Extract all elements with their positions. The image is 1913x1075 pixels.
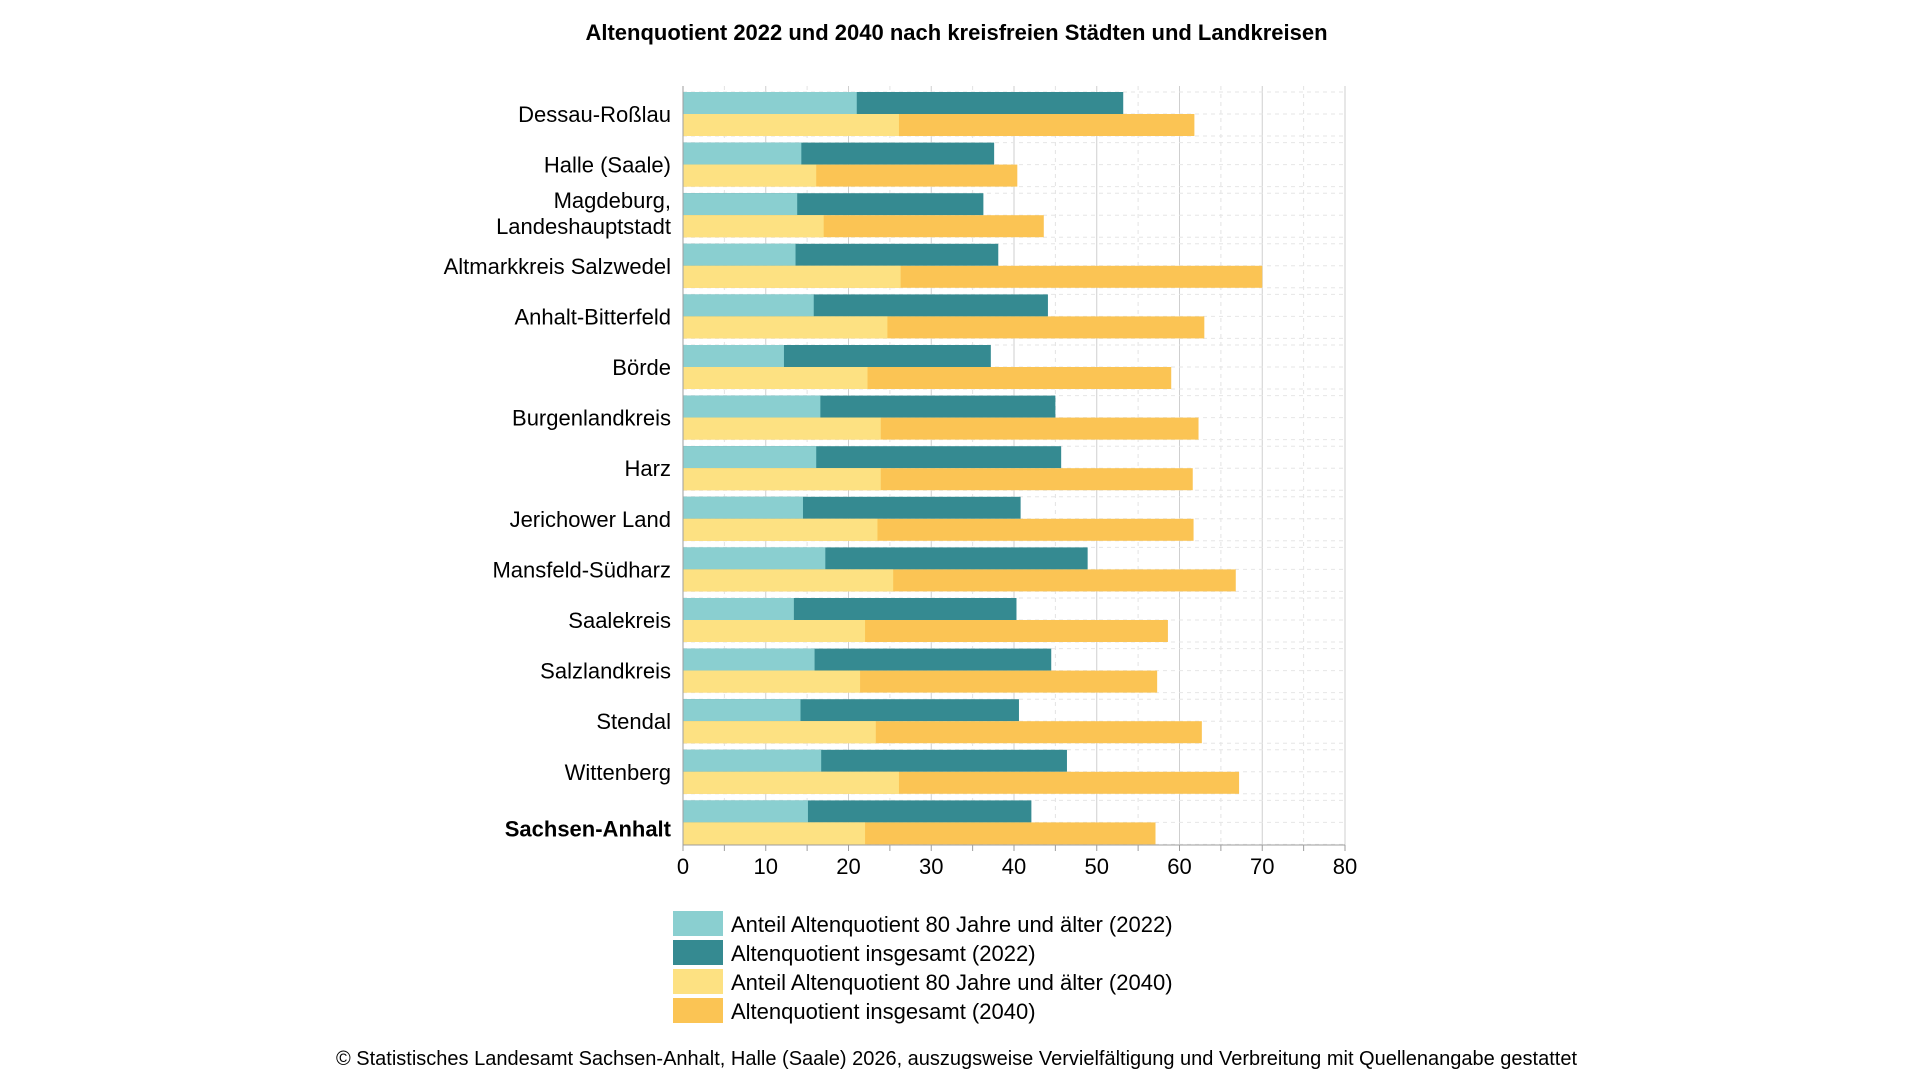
bar-80plus-2022 <box>683 345 784 367</box>
bar-80plus-2040 <box>683 114 899 136</box>
category-label: Magdeburg, <box>554 188 671 213</box>
x-tick-label: 80 <box>1333 854 1357 879</box>
x-tick-label: 30 <box>919 854 943 879</box>
legend-label: Altenquotient insgesamt (2022) <box>731 941 1036 966</box>
legend-label: Altenquotient insgesamt (2040) <box>731 999 1036 1024</box>
x-tick-label: 0 <box>677 854 689 879</box>
category-label: Börde <box>612 355 671 380</box>
bar-80plus-2040 <box>683 518 878 541</box>
x-tick-label: 20 <box>836 854 860 879</box>
bar-80plus-2022 <box>683 446 817 469</box>
legend-swatch <box>673 911 723 936</box>
bar-80plus-2022 <box>683 193 798 216</box>
x-tick-label: 10 <box>754 854 778 879</box>
category-label: Dessau-Roßlau <box>518 102 671 127</box>
bar-80plus-2040 <box>683 215 824 238</box>
category-label: Anhalt-Bitterfeld <box>514 304 671 329</box>
bar-80plus-2022 <box>683 800 808 823</box>
bar-80plus-2022 <box>683 142 802 165</box>
category-label: Saalekreis <box>568 608 671 633</box>
bar-80plus-2022 <box>683 699 801 722</box>
category-label: Landeshauptstadt <box>496 214 671 239</box>
bar-80plus-2022 <box>683 294 814 317</box>
bar-80plus-2040 <box>683 316 888 339</box>
bar-80plus-2040 <box>683 417 881 440</box>
bar-80plus-2040 <box>683 468 881 491</box>
category-label: Mansfeld-Südharz <box>492 557 671 582</box>
bar-80plus-2022 <box>683 496 803 519</box>
x-tick-label: 60 <box>1167 854 1191 879</box>
legend-label: Anteil Altenquotient 80 Jahre und älter … <box>731 970 1173 995</box>
legend-swatch <box>673 969 723 994</box>
legend-label: Anteil Altenquotient 80 Jahre und älter … <box>731 912 1173 937</box>
copyright-footer: © Statistisches Landesamt Sachsen-Anhalt… <box>335 1048 1578 1070</box>
bar-80plus-2022 <box>683 395 821 418</box>
legend-swatch <box>673 940 723 965</box>
bar-80plus-2040 <box>683 164 817 187</box>
x-tick-label: 50 <box>1085 854 1109 879</box>
bar-80plus-2040 <box>683 822 866 845</box>
bar-80plus-2022 <box>683 243 796 266</box>
category-label: Wittenberg <box>565 760 671 785</box>
category-label: Altmarkkreis Salzwedel <box>444 254 671 279</box>
legend-swatch <box>673 998 723 1023</box>
bar-80plus-2022 <box>683 749 822 772</box>
bar-80plus-2040 <box>683 367 868 389</box>
bar-80plus-2040 <box>683 620 866 642</box>
bar-80plus-2040 <box>683 771 899 794</box>
bar-80plus-2040 <box>683 670 861 693</box>
category-label: Harz <box>625 456 671 481</box>
bar-80plus-2022 <box>683 92 857 114</box>
bar-80plus-2040 <box>683 721 876 744</box>
category-label: Salzlandkreis <box>540 659 671 684</box>
category-label: Sachsen-Anhalt <box>505 816 672 841</box>
bar-80plus-2040 <box>683 265 901 288</box>
bar-80plus-2040 <box>683 569 894 592</box>
category-label: Halle (Saale) <box>544 153 671 178</box>
category-label: Jerichower Land <box>510 507 671 532</box>
bar-80plus-2022 <box>683 648 815 671</box>
chart-title: Altenquotient 2022 und 2040 nach kreisfr… <box>585 20 1328 45</box>
category-label: Burgenlandkreis <box>512 406 671 431</box>
x-tick-label: 40 <box>1002 854 1026 879</box>
category-label: Stendal <box>596 709 671 734</box>
bar-80plus-2022 <box>683 547 826 570</box>
bar-80plus-2022 <box>683 598 794 620</box>
x-tick-label: 70 <box>1250 854 1274 879</box>
